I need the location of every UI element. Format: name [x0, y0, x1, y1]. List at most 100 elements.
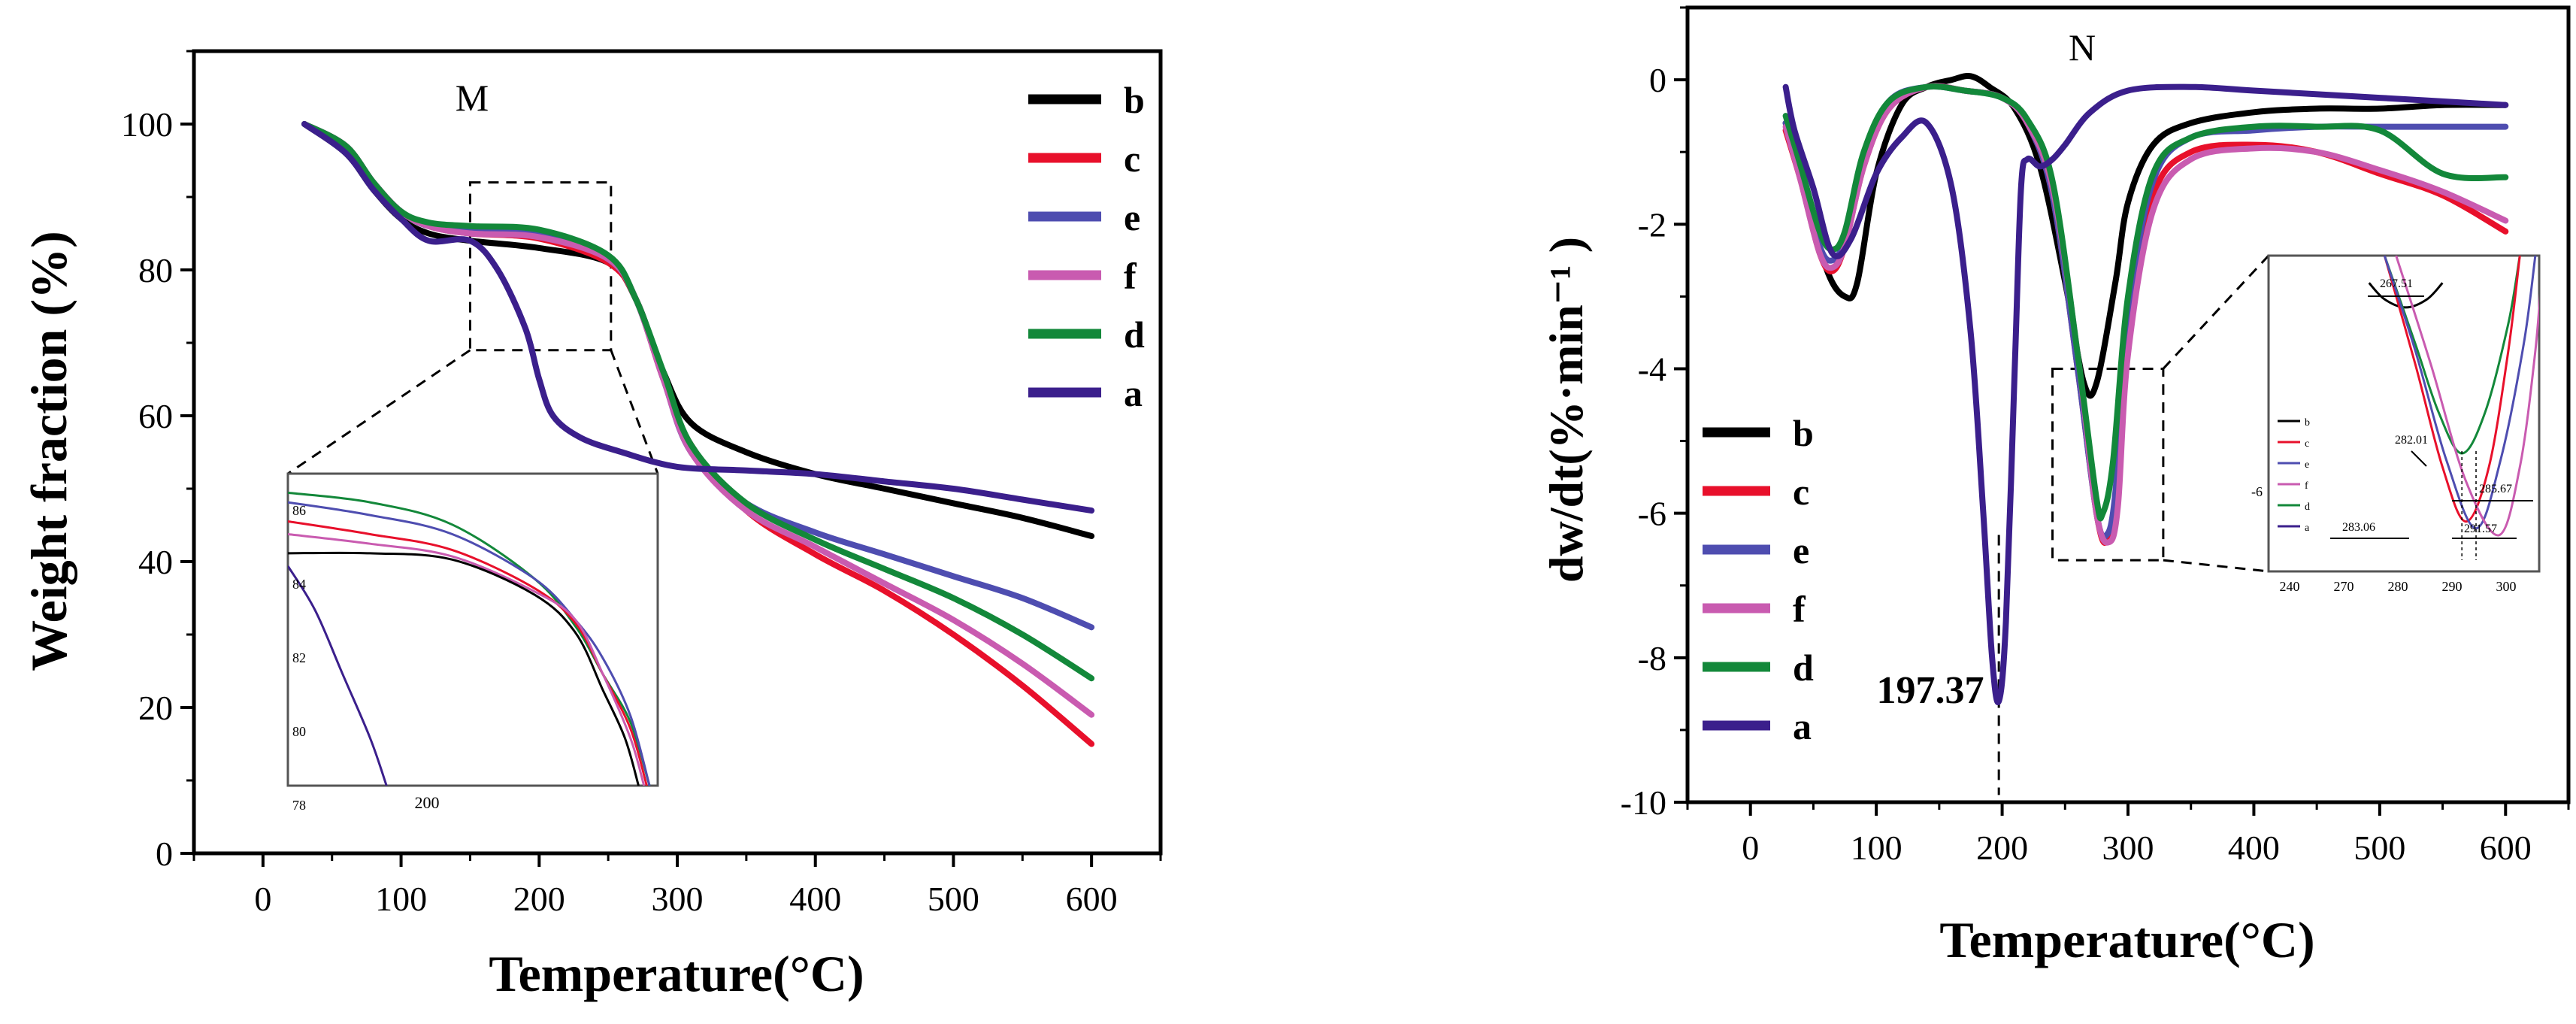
x-tick-label-n: 400 [2228, 829, 2280, 867]
zoom-rectangle-m [468, 181, 613, 352]
inset-legend-label-c-n: c [2305, 438, 2309, 450]
legend-label-d-m: d [1124, 314, 1145, 356]
x-tick-label-n: 0 [1742, 829, 1759, 867]
series-line-d-n [1782, 83, 2509, 522]
y-tick-label-n: -6 [1638, 495, 1666, 533]
zoom-box-n [2051, 254, 2270, 573]
x-ticks-n: 0 100 200 300 400 500 600 [1686, 802, 2570, 867]
y-tick-label-m: 80 [138, 251, 173, 289]
peak-annotation: 197.37 [1877, 669, 1984, 712]
y-axis-label-m: Weight fraction (%) [20, 231, 77, 671]
inset-legend-label-a-n: a [2305, 523, 2310, 534]
inset-m: 200 86 84 82 80 78 [286, 472, 659, 813]
x-tick-label-n: 100 [1851, 829, 1902, 867]
y-tick-label-m: 100 [121, 105, 173, 144]
x-tick-label-n: 300 [2102, 829, 2154, 867]
inset-y-tick-label-m: 86 [292, 503, 306, 518]
series-line-a-m [301, 121, 1095, 514]
x-axis-label-m: Temperature(°C) [489, 945, 864, 1002]
zoom-connector-n [2162, 254, 2270, 370]
x-tick-label-m: 200 [513, 880, 565, 918]
legend-label-f-n: f [1793, 588, 1806, 630]
legend-label-b-n: b [1793, 412, 1814, 454]
series-line-a-n [1782, 83, 2509, 706]
panel-n: 0 100 200 300 400 500 600 0 -2 -4 -6 -8 -10 N 197.3… [1539, 5, 2571, 968]
inset-series-line-a-m [288, 565, 388, 786]
y-tick-label-m: 60 [138, 397, 173, 435]
x-tick-label-m: 300 [652, 880, 704, 918]
zoom-rectangle-n [2051, 367, 2165, 562]
inset-series-line-b-m [288, 551, 640, 786]
inset-series-line-f-m [288, 533, 646, 786]
inset-y-tick-label-m: 82 [292, 650, 306, 665]
series-line-b-n [1782, 72, 2509, 399]
inset-annotation-n: 267.51 [2380, 277, 2413, 290]
inset-x-tick-label-n: 300 [2496, 579, 2517, 594]
zoom-connector-m [287, 349, 471, 475]
chart-title-n: N [2069, 26, 2096, 68]
series-lines-n [1782, 72, 2509, 706]
x-tick-label-n: 200 [1976, 829, 2028, 867]
series-lines-m [301, 121, 1095, 747]
inset-series-line-e-m [288, 501, 651, 786]
inset-series-line-f-n [2395, 256, 2539, 537]
inset-series-line-c-m [288, 520, 648, 786]
x-tick-label-m: 0 [254, 880, 271, 918]
y-tick-label-n: 0 [1649, 61, 1666, 99]
inset-y-tick-label-m: 78 [292, 798, 306, 813]
x-tick-label-m: 600 [1066, 880, 1118, 918]
legend-label-a-m: a [1124, 372, 1143, 414]
y-tick-label-n: -10 [1621, 783, 1666, 822]
inset-x-tick-label-n: 280 [2388, 579, 2408, 594]
inset-series-line-b-n [2368, 282, 2444, 309]
inset-series-line-c-n [2383, 256, 2521, 523]
series-line-d-m [301, 121, 1095, 682]
y-tick-label-n: -8 [1638, 639, 1666, 677]
x-ticks-m: 0 100 200 300 400 500 600 [192, 853, 1162, 918]
legend-label-c-n: c [1793, 471, 1809, 513]
y-tick-label-m: 20 [138, 689, 173, 727]
inset-legend-label-f-n: f [2305, 480, 2308, 492]
inset-annotation-leader-n [2411, 450, 2427, 467]
y-tick-label-n: -2 [1638, 205, 1666, 244]
zoom-connector-m [610, 350, 659, 474]
chart-title-m: M [456, 77, 489, 119]
x-axis-label-n: Temperature(°C) [1939, 911, 2314, 968]
inset-y-tick-label-m: 80 [292, 724, 306, 739]
legend-label-e-n: e [1793, 529, 1809, 571]
inset-x-tick-label-n: 240 [2280, 579, 2300, 594]
inset-legend-label-d-n: d [2305, 501, 2310, 513]
legend-label-c-m: c [1124, 138, 1140, 180]
x-tick-label-n: 500 [2354, 829, 2405, 867]
inset-legend-label-b-n: b [2305, 417, 2310, 429]
x-tick-label-m: 400 [789, 880, 841, 918]
legend-label-a-n: a [1793, 705, 1812, 747]
x-tick-label-n: 600 [2480, 829, 2532, 867]
y-ticks-m: 0 20 40 60 80 100 [121, 50, 194, 873]
inset-annotation-n: 282.01 [2395, 434, 2428, 447]
x-tick-label-m: 500 [928, 880, 979, 918]
legend-label-b-m: b [1124, 79, 1145, 121]
legend-label-d-n: d [1793, 647, 1814, 689]
y-tick-label-n: -4 [1638, 350, 1666, 388]
y-tick-label-m: 40 [138, 543, 173, 581]
inset-x-tick-label-m: 200 [415, 793, 440, 812]
inset-y-tick-label-m: 84 [292, 577, 306, 592]
y-ticks-n: 0 -2 -4 -6 -8 -10 [1621, 6, 1688, 822]
inset-annotation-n: 291.57 [2464, 523, 2497, 535]
inset-series-line-e-n [2383, 256, 2537, 530]
y-axis-label-n: dw/dt(%·min⁻¹ ) [1539, 237, 1593, 583]
inset-y-tick-label-n: -6 [2251, 484, 2263, 499]
panel-m: 0 100 200 300 400 500 600 0 20 40 60 80 100 M bcefd… [20, 49, 1163, 1002]
inset-x-tick-label-n: 270 [2334, 579, 2354, 594]
legend-label-e-m: e [1124, 196, 1140, 238]
x-tick-label-m: 100 [375, 880, 427, 918]
inset-frame-m [286, 472, 659, 787]
inset-annotation-n: 283.06 [2342, 521, 2375, 534]
y-tick-label-m: 0 [156, 835, 173, 873]
inset-x-tick-label-n: 290 [2442, 579, 2462, 594]
